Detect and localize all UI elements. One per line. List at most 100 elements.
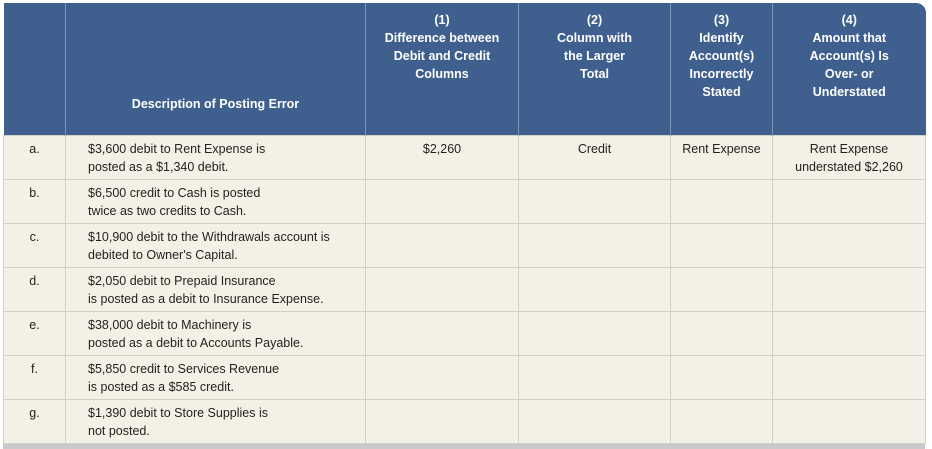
answer-cell bbox=[772, 399, 926, 444]
column-header: (4) Amount that Account(s) Is Over- or Under… bbox=[772, 3, 926, 136]
answer-cell bbox=[518, 267, 671, 312]
column-title-line: Total bbox=[580, 67, 609, 81]
column-header: (3) Identify Account(s) Incorrectly Stated bbox=[670, 3, 773, 136]
table-row: g. $1,390 debit to Store Supplies is not p… bbox=[3, 399, 926, 444]
answer-cell bbox=[518, 355, 671, 400]
description-line: posted as a debit to Accounts Payable. bbox=[88, 336, 304, 350]
table-row: d. $2,050 debit to Prepaid Insurance is po… bbox=[3, 267, 926, 312]
answer-cell bbox=[365, 311, 519, 356]
column-title-line: Columns bbox=[415, 67, 469, 81]
row-letter: f. bbox=[31, 362, 38, 376]
answer-cell bbox=[365, 399, 519, 444]
column-title-line: Difference between bbox=[384, 31, 500, 45]
column-title-line: Column with bbox=[557, 31, 632, 45]
description-line: is posted as a $585 credit. bbox=[88, 380, 234, 394]
description-cell: $10,900 debit to the Withdrawals account… bbox=[65, 223, 366, 268]
description-line: debited to Owner's Capital. bbox=[88, 248, 238, 262]
letter-cell: e. bbox=[3, 311, 66, 356]
description-line: $38,000 debit to Machinery is bbox=[88, 318, 252, 332]
answer-cell bbox=[670, 223, 773, 268]
row-letter: g. bbox=[29, 406, 40, 420]
answer-cell bbox=[365, 267, 519, 312]
column-title-line: Stated bbox=[702, 85, 741, 99]
answer-line: understated $2,260 bbox=[795, 160, 903, 174]
description-cell: $2,050 debit to Prepaid Insurance is post… bbox=[65, 267, 366, 312]
answer-cell bbox=[365, 179, 519, 224]
corner-cell bbox=[3, 3, 66, 136]
column-title-line: Debit and Credit bbox=[393, 49, 491, 63]
letter-cell: d. bbox=[3, 267, 66, 312]
answer-cell bbox=[518, 399, 671, 444]
column-title-line: Over- or bbox=[824, 67, 874, 81]
letter-cell: g. bbox=[3, 399, 66, 444]
answer-cell: Rent Expense understated $2,260 bbox=[772, 135, 926, 180]
description-line: $5,850 credit to Services Revenue bbox=[88, 362, 280, 376]
column-title-line: Understated bbox=[812, 85, 886, 99]
table-row: e. $38,000 debit to Machinery is posted as… bbox=[3, 311, 926, 356]
column-number: (1) bbox=[434, 13, 450, 27]
answer-cell bbox=[670, 179, 773, 224]
description-line: is posted as a debit to Insurance Expens… bbox=[88, 292, 324, 306]
description-line: $2,050 debit to Prepaid Insurance bbox=[88, 274, 276, 288]
row-letter: c. bbox=[29, 230, 40, 244]
column-title-line: Incorrectly bbox=[689, 67, 754, 81]
answer-line: Rent Expense bbox=[809, 142, 889, 156]
description-line: $10,900 debit to the Withdrawals account… bbox=[88, 230, 330, 244]
description-header: Description of Posting Error bbox=[65, 3, 366, 136]
column-title-line: the Larger bbox=[563, 49, 626, 63]
table-body: a. $3,600 debit to Rent Expense is posted … bbox=[3, 135, 926, 444]
description-line: not posted. bbox=[88, 424, 150, 438]
header-row: Description of Posting Error (1) Differenc… bbox=[3, 3, 926, 136]
description-line: $6,500 credit to Cash is posted bbox=[88, 186, 261, 200]
description-cell: $3,600 debit to Rent Expense is posted as… bbox=[65, 135, 366, 180]
letter-cell: c. bbox=[3, 223, 66, 268]
answer-line: Rent Expense bbox=[682, 142, 761, 156]
letter-cell: f. bbox=[3, 355, 66, 400]
answer-cell bbox=[772, 311, 926, 356]
answer-cell: $2,260 bbox=[365, 135, 519, 180]
column-header: (2) Column with the Larger Total bbox=[518, 3, 671, 136]
column-title-line: Identify bbox=[699, 31, 744, 45]
answer-cell bbox=[670, 267, 773, 312]
table-row: c. $10,900 debit to the Withdrawals accou… bbox=[3, 223, 926, 268]
row-letter: e. bbox=[29, 318, 40, 332]
column-header: (1) Difference between Debit and Credit Col… bbox=[365, 3, 519, 136]
error-table: Description of Posting Error (1) Differenc… bbox=[3, 3, 926, 444]
header-text: Description of Posting Error bbox=[131, 97, 300, 111]
page: Description of Posting Error (1) Differenc… bbox=[3, 3, 926, 449]
answer-cell bbox=[670, 355, 773, 400]
column-title-line: Account(s) bbox=[688, 49, 755, 63]
row-letter: b. bbox=[29, 186, 40, 200]
answer-cell: Rent Expense bbox=[670, 135, 773, 180]
description-line: posted as a $1,340 debit. bbox=[88, 160, 229, 174]
answer-cell bbox=[518, 223, 671, 268]
column-number: (3) bbox=[713, 13, 730, 27]
answer-cell bbox=[670, 399, 773, 444]
bottom-rule bbox=[3, 444, 925, 449]
answer-cell: Credit bbox=[518, 135, 671, 180]
description-line: $1,390 debit to Store Supplies is bbox=[88, 406, 268, 420]
answer-cell bbox=[772, 223, 926, 268]
row-letter: a. bbox=[29, 142, 40, 156]
table-row: f. $5,850 credit to Services Revenue is po… bbox=[3, 355, 926, 400]
table-row: b. $6,500 credit to Cash is posted twice a… bbox=[3, 179, 926, 224]
description-cell: $38,000 debit to Machinery is posted as a… bbox=[65, 311, 366, 356]
column-title-line: Amount that bbox=[812, 31, 887, 45]
answer-line: $2,260 bbox=[422, 142, 462, 156]
answer-cell bbox=[518, 311, 671, 356]
answer-cell bbox=[772, 267, 926, 312]
description-line: $3,600 debit to Rent Expense is bbox=[88, 142, 266, 156]
description-cell: $1,390 debit to Store Supplies is not pos… bbox=[65, 399, 366, 444]
answer-cell bbox=[670, 311, 773, 356]
description-cell: $6,500 credit to Cash is posted twice as … bbox=[65, 179, 366, 224]
answer-cell bbox=[365, 355, 519, 400]
answer-cell bbox=[365, 223, 519, 268]
column-title-line: Account(s) Is bbox=[809, 49, 889, 63]
letter-cell: b. bbox=[3, 179, 66, 224]
description-line: twice as two credits to Cash. bbox=[88, 204, 247, 218]
description-cell: $5,850 credit to Services Revenue is post… bbox=[65, 355, 366, 400]
column-number: (4) bbox=[841, 13, 857, 27]
answer-cell bbox=[772, 355, 926, 400]
answer-cell bbox=[772, 179, 926, 224]
answer-line: Credit bbox=[577, 142, 612, 156]
